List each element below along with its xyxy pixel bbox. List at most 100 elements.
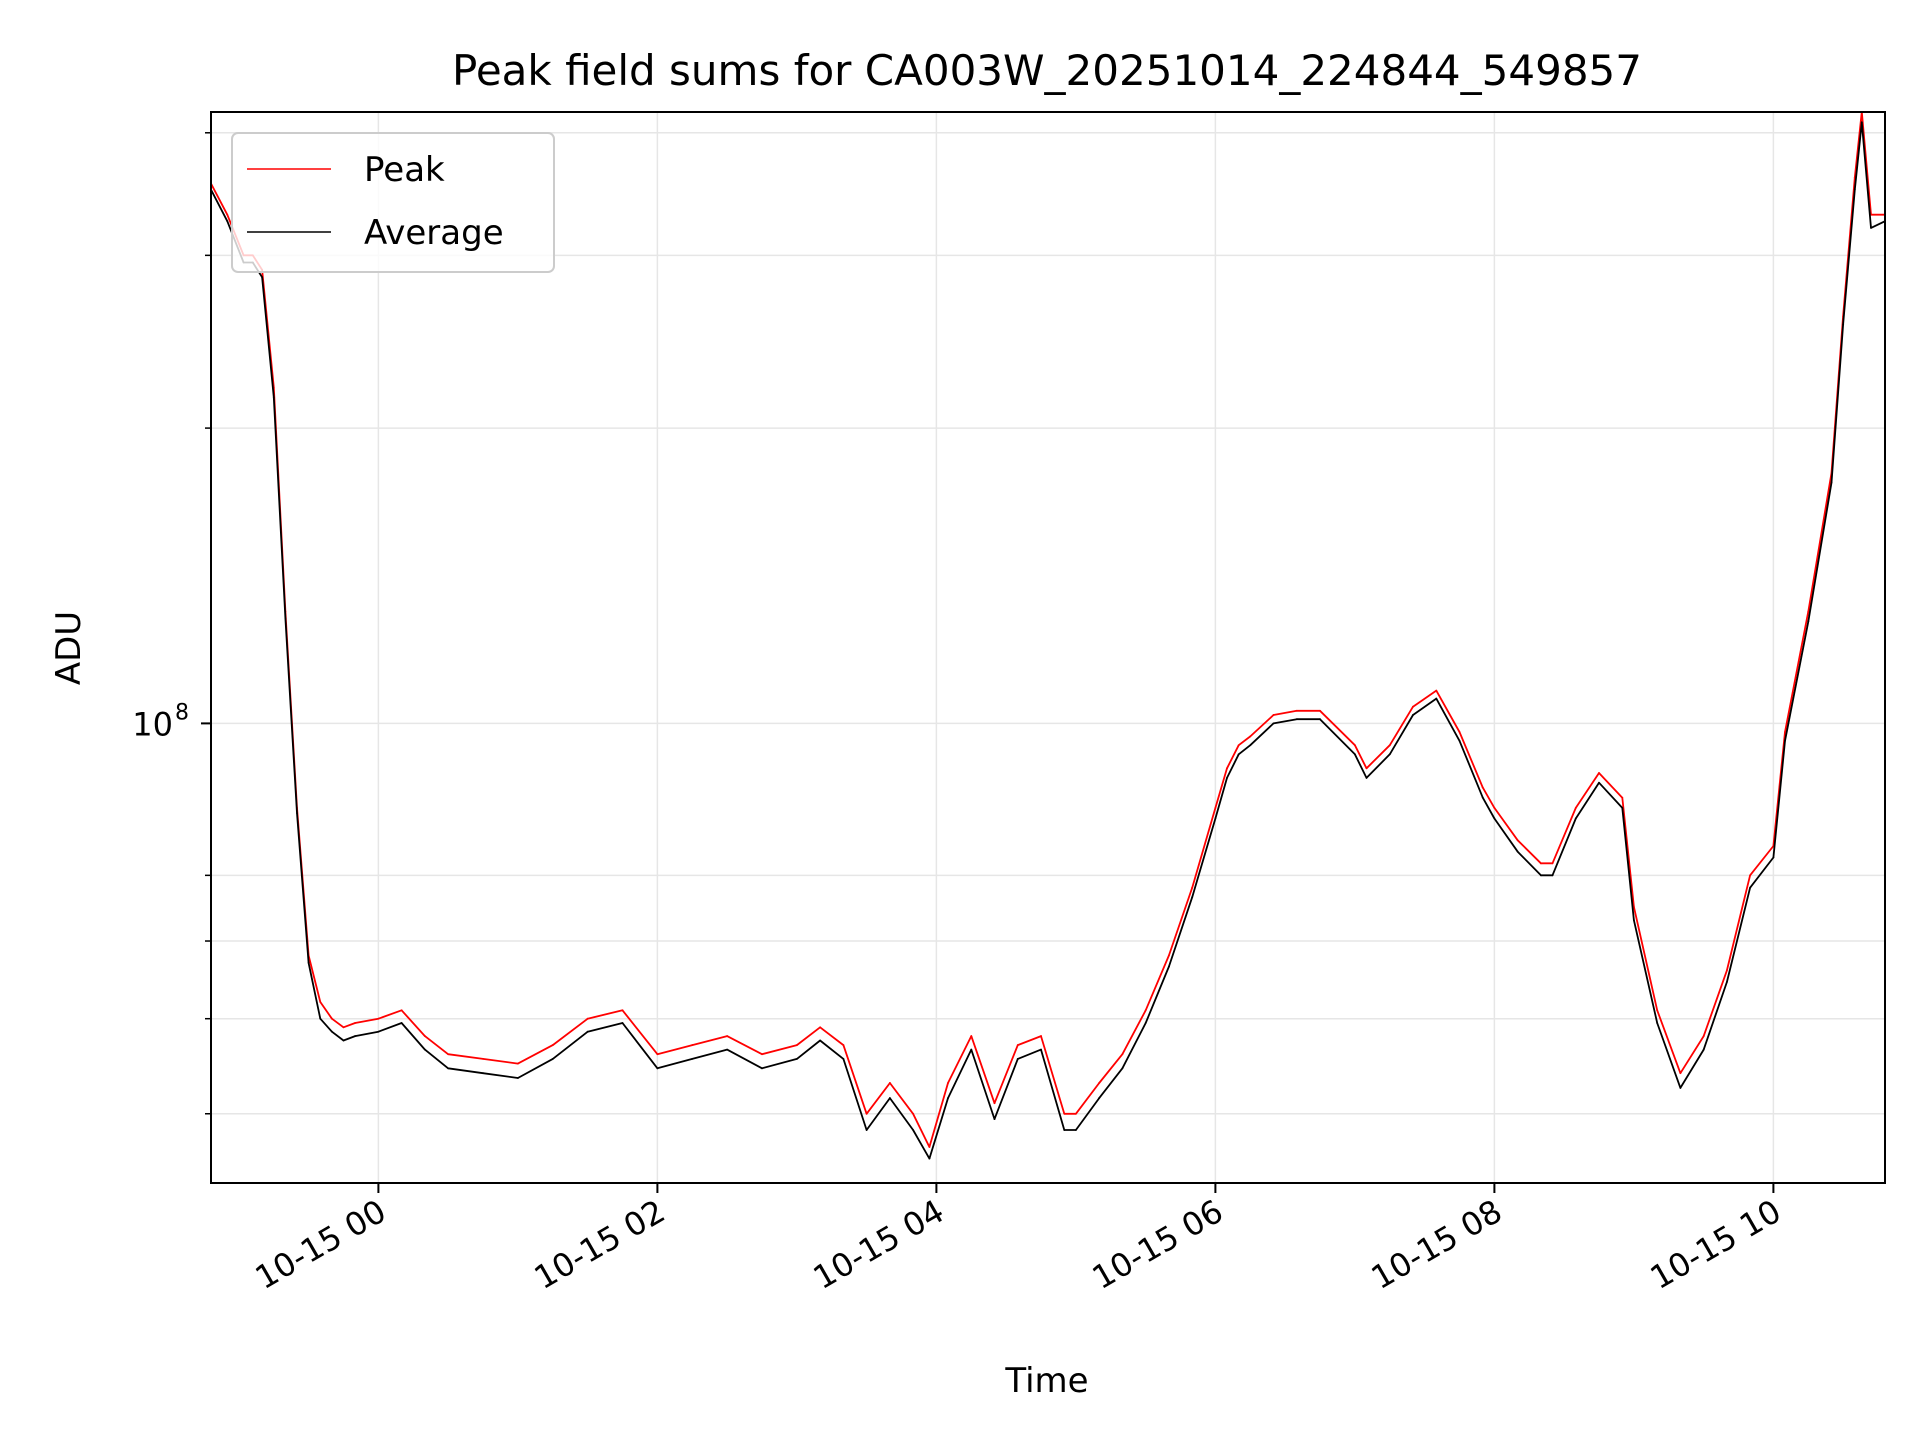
- series-point-peak: [1621, 796, 1624, 799]
- y-axis: 10 8: [132, 132, 211, 1115]
- legend-peak-label: Peak: [364, 150, 445, 190]
- series-point-average: [551, 1057, 554, 1060]
- series-point-average: [482, 1072, 484, 1075]
- series-point-peak: [1551, 862, 1554, 865]
- series-point-peak: [1679, 1072, 1682, 1075]
- series-point-average: [1249, 744, 1252, 747]
- series-point-peak: [928, 1146, 931, 1148]
- series-point-peak: [1191, 886, 1194, 889]
- series-point-peak: [1272, 714, 1275, 716]
- series-point-average: [354, 1035, 357, 1037]
- series-point-peak: [1063, 1112, 1066, 1115]
- series-point-average: [796, 1057, 798, 1060]
- series-point-peak: [226, 213, 229, 216]
- series-point-average: [1598, 781, 1600, 784]
- series-point-peak: [1784, 731, 1786, 733]
- series-point-average: [691, 1057, 694, 1060]
- series-point-peak: [1214, 807, 1217, 809]
- plot-frame: [210, 111, 1886, 1184]
- series-point-peak: [1388, 744, 1391, 747]
- series-point-peak: [1040, 1035, 1042, 1037]
- series-point-average: [1272, 722, 1275, 725]
- series-point-peak: [1458, 731, 1461, 733]
- series-point-average: [1784, 739, 1786, 742]
- series-point-average: [928, 1157, 931, 1160]
- series-point-average: [947, 1097, 949, 1099]
- series-point-peak: [1237, 744, 1240, 747]
- series-point-peak: [1702, 1035, 1705, 1037]
- series-point-average: [889, 1097, 891, 1099]
- series-point-average: [1226, 776, 1228, 779]
- series-point-peak: [947, 1082, 949, 1084]
- series-point-average: [586, 1030, 589, 1033]
- series-point-peak: [377, 1017, 380, 1020]
- series-point-average: [726, 1048, 729, 1051]
- series-point-average: [342, 1039, 345, 1042]
- series-point-peak: [970, 1035, 973, 1037]
- series-point-peak: [1598, 772, 1600, 774]
- y-tick-label-exponent: 8: [175, 700, 189, 725]
- series-point-average: [1656, 1022, 1659, 1024]
- series-point-average: [1098, 1097, 1101, 1099]
- series-point-average: [331, 1030, 333, 1033]
- series-point-peak: [586, 1017, 589, 1020]
- series-point-peak: [889, 1082, 891, 1084]
- series-point-average: [1870, 226, 1872, 229]
- series-point-peak: [517, 1062, 519, 1065]
- series-point-average: [1295, 718, 1298, 721]
- series-point-average: [1458, 739, 1461, 742]
- y-tick-label: 10: [132, 705, 173, 743]
- series-point-average: [1121, 1067, 1124, 1070]
- y-axis-label: ADU: [49, 611, 89, 685]
- series-point-peak: [621, 1009, 624, 1012]
- series-point-peak: [1319, 709, 1321, 712]
- series-point-peak: [796, 1044, 798, 1046]
- series-point-average: [1040, 1048, 1042, 1051]
- series-point-average: [1621, 807, 1624, 809]
- series-point-average: [1063, 1129, 1066, 1131]
- series-point-peak: [1226, 767, 1228, 770]
- series-point-peak: [551, 1044, 554, 1046]
- series-point-average: [761, 1067, 763, 1070]
- series-point-average: [1540, 874, 1542, 877]
- legend: Peak Average: [231, 132, 555, 273]
- series-point-peak: [656, 1053, 659, 1056]
- series-point-peak: [1493, 807, 1496, 809]
- series-point-peak: [1249, 735, 1252, 738]
- series-point-peak: [1121, 1053, 1124, 1056]
- series-point-average: [226, 220, 229, 223]
- series-point-peak: [400, 1009, 403, 1012]
- series-point-average: [1481, 796, 1484, 799]
- series-point-average: [1574, 817, 1577, 820]
- series-point-average: [1853, 188, 1856, 191]
- series-point-average: [1702, 1048, 1705, 1051]
- series-point-peak: [1540, 862, 1542, 865]
- series-point-peak: [1481, 786, 1484, 789]
- series-point-average: [1830, 481, 1833, 484]
- series-point-peak: [447, 1053, 450, 1056]
- legend-box: [231, 132, 555, 273]
- series-point-peak: [331, 1017, 333, 1020]
- series-point-average: [272, 396, 275, 399]
- series-point-average: [447, 1067, 450, 1070]
- series-point-average: [1319, 718, 1321, 721]
- series-point-peak: [1354, 744, 1356, 747]
- series-point-average: [1772, 856, 1775, 859]
- series-point-peak: [1098, 1082, 1101, 1084]
- series-point-average: [319, 1017, 322, 1020]
- series-point-average: [1633, 919, 1635, 922]
- series-point-peak: [1656, 1009, 1659, 1012]
- series-point-average: [296, 812, 298, 815]
- series-point-average: [1168, 965, 1170, 968]
- series-point-peak: [842, 1044, 845, 1046]
- series-point-average: [1679, 1087, 1682, 1089]
- series-point-peak: [1075, 1112, 1077, 1115]
- series-point-peak: [993, 1102, 996, 1105]
- series-point-peak: [1574, 807, 1577, 809]
- series-point-average: [261, 276, 264, 279]
- series-point-average: [1365, 776, 1368, 779]
- series-point-average: [424, 1048, 426, 1051]
- series-point-average: [842, 1057, 845, 1060]
- series-point-average: [865, 1129, 868, 1131]
- grid: [211, 112, 1885, 1183]
